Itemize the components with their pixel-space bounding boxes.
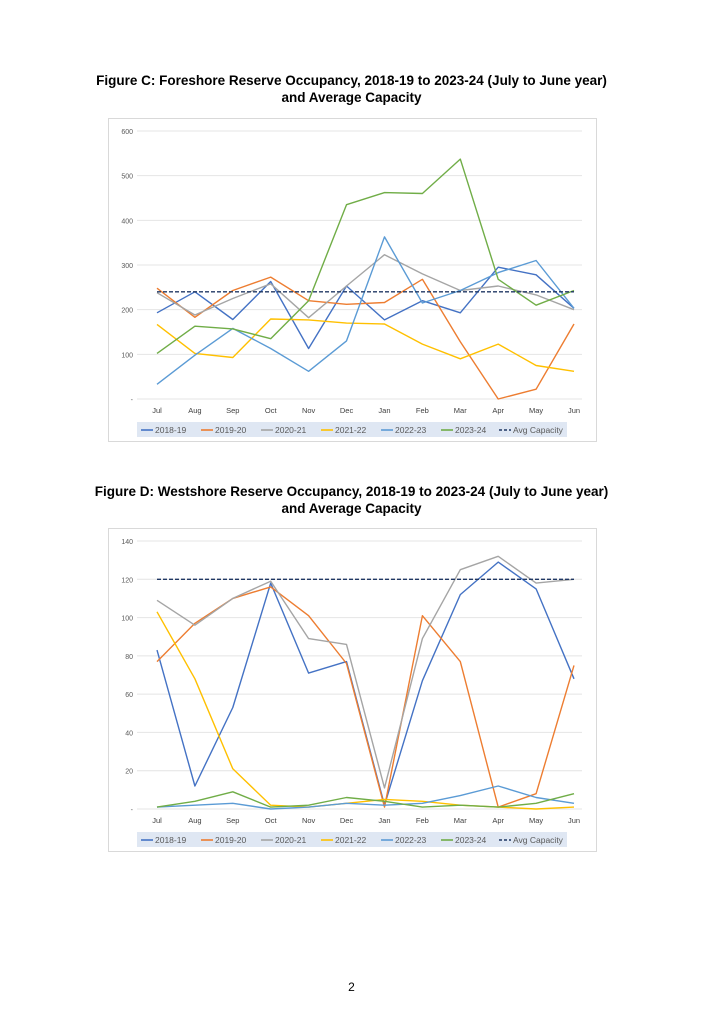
figure-c-title-line2: and Average Capacity <box>281 90 422 105</box>
legend-label: Avg Capacity <box>513 835 564 845</box>
x-tick-label: Dec <box>340 406 354 415</box>
series-line-2019-20 <box>156 276 575 400</box>
legend-label: 2018-19 <box>155 835 186 845</box>
legend-label: Avg Capacity <box>513 425 564 435</box>
legend-label: 2022-23 <box>395 425 426 435</box>
x-tick-label: Jun <box>568 816 580 825</box>
legend-label: 2022-23 <box>395 835 426 845</box>
x-tick-label: Dec <box>340 816 354 825</box>
x-tick-label: Aug <box>188 406 201 415</box>
x-tick-label: Jan <box>378 816 390 825</box>
legend-label: 2021-22 <box>335 425 366 435</box>
figure-d-title-line2: and Average Capacity <box>281 501 422 516</box>
legend-label: 2020-21 <box>275 835 306 845</box>
series-line-2023-24 <box>156 158 575 354</box>
x-tick-label: Jul <box>152 816 162 825</box>
legend-label: 2023-24 <box>455 425 486 435</box>
legend: 2018-19 2019-20 2020-21 2021-22 2022-23 2023-… <box>141 835 564 845</box>
series-line-2018-19 <box>156 266 575 350</box>
x-tick-label: Jul <box>152 406 162 415</box>
y-tick-label: 60 <box>125 692 133 699</box>
series-line-2020-21 <box>156 253 575 319</box>
series-line-2021-22 <box>156 318 575 372</box>
y-tick-label: 500 <box>121 174 133 181</box>
y-tick-label: 20 <box>125 769 133 776</box>
y-tick-label: - <box>131 807 134 814</box>
x-tick-label: Nov <box>302 816 316 825</box>
x-tick-label: May <box>529 816 543 825</box>
x-tick-label: Jun <box>568 406 580 415</box>
y-tick-label: 300 <box>121 263 133 270</box>
x-tick-label: Oct <box>265 406 278 415</box>
y-tick-label: 600 <box>121 129 133 136</box>
figure-c-title-line1: Figure C: Foreshore Reserve Occupancy, 2… <box>96 73 607 88</box>
legend: 2018-19 2019-20 2020-21 2021-22 2022-23 2023-… <box>141 425 564 435</box>
page-number: 2 <box>348 980 355 994</box>
y-tick-label: 80 <box>125 654 133 661</box>
legend-label: 2019-20 <box>215 425 246 435</box>
figure-c-chart: - 100 200 300 400 500 600 Jul Aug Sep Oct Nov Dec Jan… <box>108 118 597 442</box>
x-tick-label: Nov <box>302 406 316 415</box>
series-line-2019-20 <box>156 586 575 808</box>
legend-label: 2023-24 <box>455 835 486 845</box>
y-tick-label: 40 <box>125 730 133 737</box>
x-tick-label: Oct <box>265 816 278 825</box>
x-tick-label: May <box>529 406 543 415</box>
y-tick-label: 400 <box>121 218 133 225</box>
x-tick-label: Sep <box>226 406 239 415</box>
figure-d-chart: - 20 40 60 80 100 120 140 Jul Aug Sep Oct Nov Dec Jan F… <box>108 528 597 852</box>
y-tick-label: - <box>131 397 134 404</box>
x-tick-label: Feb <box>416 406 429 415</box>
x-tick-label: Mar <box>454 816 467 825</box>
legend-label: 2020-21 <box>275 425 306 435</box>
legend-label: 2021-22 <box>335 835 366 845</box>
figure-d-svg: - 20 40 60 80 100 120 140 Jul Aug Sep Oct Nov Dec Jan F… <box>121 539 582 847</box>
series-line-2018-19 <box>156 561 575 806</box>
x-tick-label: Mar <box>454 406 467 415</box>
legend-background <box>137 832 567 847</box>
y-tick-label: 200 <box>121 308 133 315</box>
x-tick-label: Feb <box>416 816 429 825</box>
x-tick-label: Sep <box>226 816 239 825</box>
figure-c-title: Figure C: Foreshore Reserve Occupancy, 2… <box>0 72 703 106</box>
series-line-2022-23 <box>156 236 575 385</box>
figure-d-title: Figure D: Westshore Reserve Occupancy, 2… <box>0 483 703 517</box>
legend-label: 2019-20 <box>215 835 246 845</box>
y-tick-label: 100 <box>121 616 133 623</box>
legend-background <box>137 422 567 437</box>
figure-d-title-line1: Figure D: Westshore Reserve Occupancy, 2… <box>94 484 609 499</box>
series-line-2020-21 <box>156 555 575 789</box>
x-tick-label: Jan <box>378 406 390 415</box>
series-line-2021-22 <box>156 611 575 810</box>
y-tick-label: 140 <box>121 539 133 546</box>
series-line-2022-23 <box>156 785 575 810</box>
y-tick-label: 120 <box>121 577 133 584</box>
y-tick-label: 100 <box>121 352 133 359</box>
x-tick-label: Aug <box>188 816 201 825</box>
x-tick-label: Apr <box>492 816 504 825</box>
series-line-2023-24 <box>156 791 575 808</box>
x-tick-label: Apr <box>492 406 504 415</box>
figure-c-svg: - 100 200 300 400 500 600 Jul Aug Sep Oct Nov Dec Jan… <box>121 129 582 437</box>
legend-label: 2018-19 <box>155 425 186 435</box>
